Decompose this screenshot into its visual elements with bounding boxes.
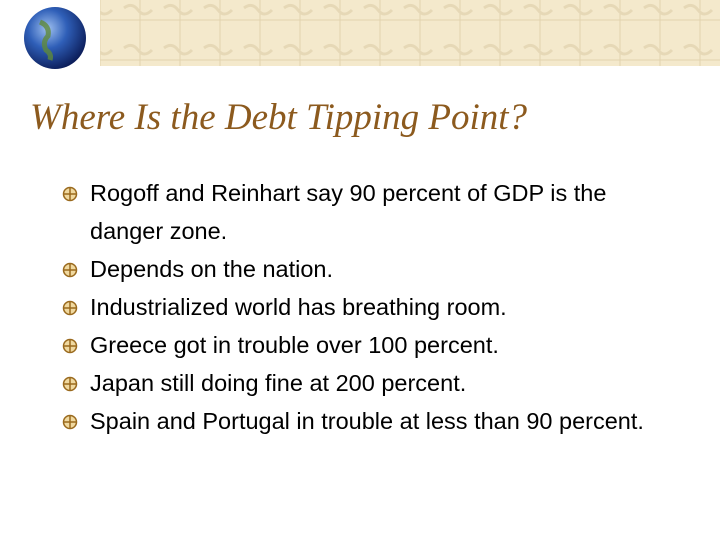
bullet-item: Industrialized world has breathing room. <box>62 288 652 326</box>
bullet-text: Industrialized world has breathing room. <box>90 294 507 320</box>
bullet-text: Depends on the nation. <box>90 256 334 282</box>
bullet-text: Rogoff and Reinhart say 90 percent of GD… <box>90 180 607 244</box>
bullet-item: Spain and Portugal in trouble at less th… <box>62 402 652 440</box>
bullet-item: Rogoff and Reinhart say 90 percent of GD… <box>62 174 652 250</box>
bullet-text: Greece got in trouble over 100 percent. <box>90 332 499 358</box>
globe <box>24 7 86 69</box>
bullet-icon <box>62 376 78 392</box>
bullet-item: Greece got in trouble over 100 percent. <box>62 326 652 364</box>
bullet-icon <box>62 338 78 354</box>
bullet-icon <box>62 262 78 278</box>
bullet-icon <box>62 300 78 316</box>
globe-land <box>38 19 53 61</box>
banner <box>24 0 720 69</box>
bullet-text: Japan still doing fine at 200 percent. <box>90 370 467 396</box>
bullet-item: Depends on the nation. <box>62 250 652 288</box>
bullet-icon <box>62 186 78 202</box>
bullet-icon <box>62 414 78 430</box>
bullet-text: Spain and Portugal in trouble at less th… <box>90 408 644 434</box>
slide-title: Where Is the Debt Tipping Point? <box>30 97 528 138</box>
bullet-list: Rogoff and Reinhart say 90 percent of GD… <box>62 174 652 440</box>
bullet-item: Japan still doing fine at 200 percent. <box>62 364 652 402</box>
banner-map <box>100 0 720 66</box>
